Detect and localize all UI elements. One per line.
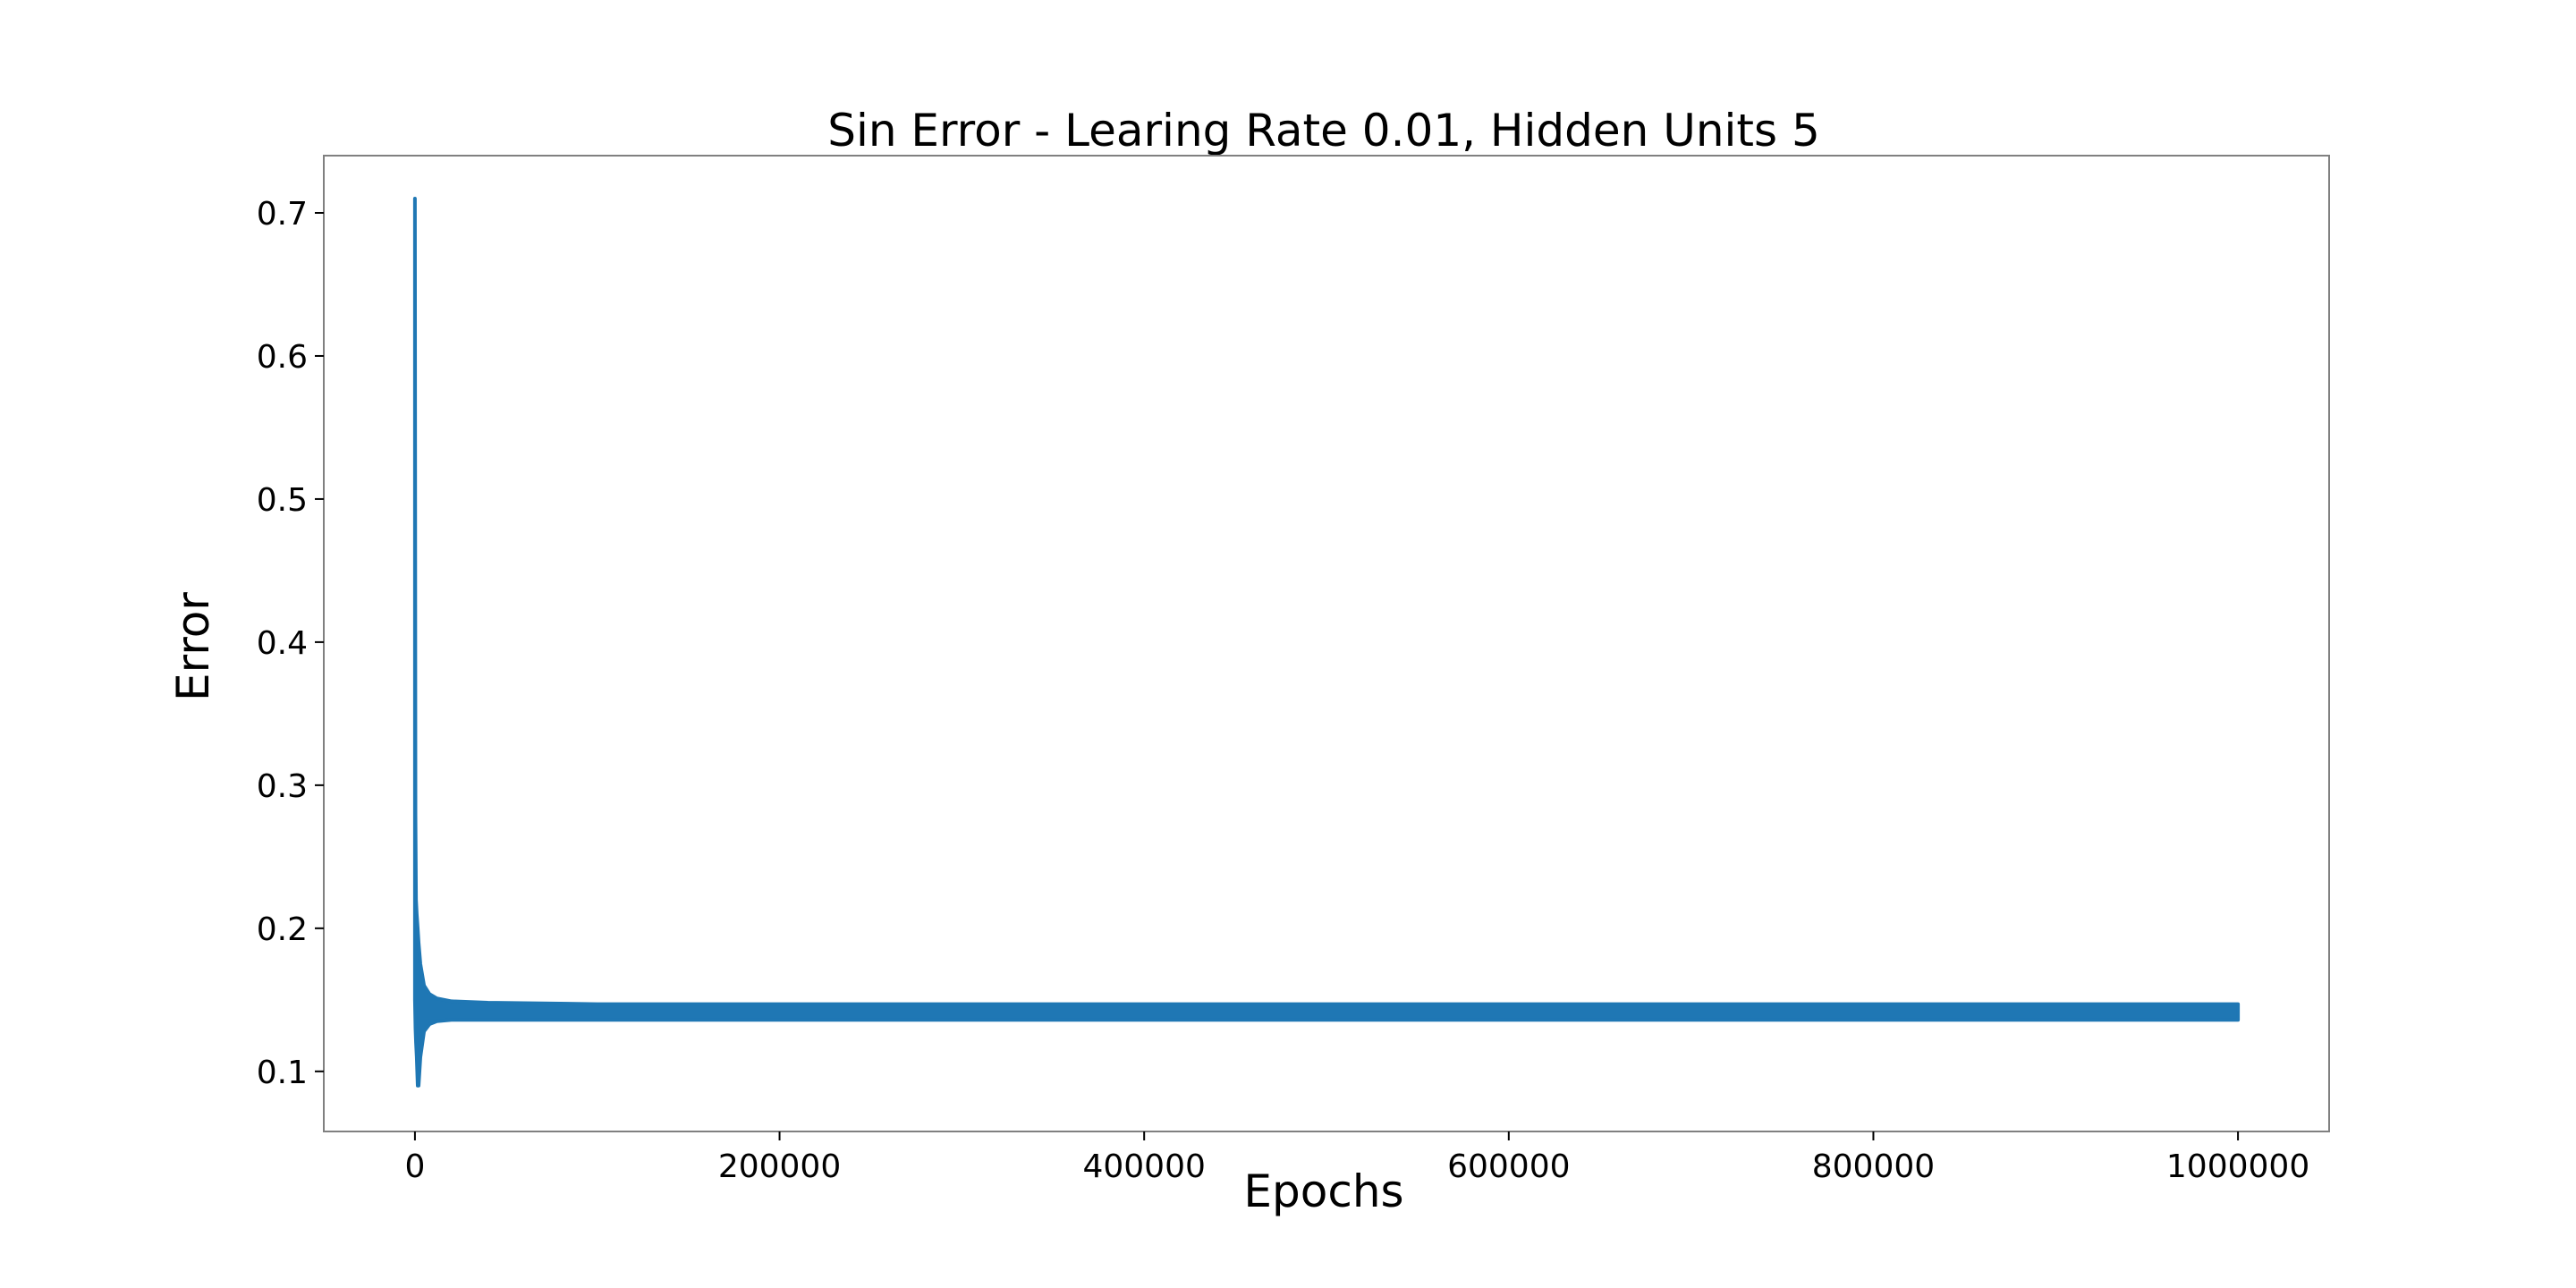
x-tick-label-0: 0 xyxy=(404,1148,425,1185)
y-tick-label-4: 0.5 xyxy=(257,482,308,519)
y-tick-label-0: 0.1 xyxy=(257,1055,308,1091)
y-tick-label-5: 0.6 xyxy=(257,339,308,376)
x-tick-label-4: 800000 xyxy=(1812,1148,1935,1185)
x-tick-label-3: 600000 xyxy=(1447,1148,1570,1185)
plot-area xyxy=(412,197,2241,1088)
series-line-0 xyxy=(412,197,2241,1088)
x-axis: 0 200000 400000 600000 800000 1000000 xyxy=(404,1131,2309,1185)
y-tick-label-3: 0.4 xyxy=(257,625,308,662)
y-axis: 0.1 0.2 0.3 0.4 0.5 0.6 0.7 xyxy=(257,196,324,1091)
y-tick-label-1: 0.2 xyxy=(257,911,308,948)
x-axis-label: Epochs xyxy=(1243,1165,1403,1217)
x-tick-label-1: 200000 xyxy=(718,1148,841,1185)
x-tick-label-2: 400000 xyxy=(1082,1148,1205,1185)
chart-title: Sin Error - Learing Rate 0.01, Hidden Un… xyxy=(827,105,1820,157)
y-tick-label-6: 0.7 xyxy=(257,196,308,233)
plot-frame xyxy=(323,155,2330,1132)
x-tick-label-5: 1000000 xyxy=(2166,1148,2309,1185)
y-axis-label: Error xyxy=(167,592,219,701)
y-tick-label-2: 0.3 xyxy=(257,768,308,805)
